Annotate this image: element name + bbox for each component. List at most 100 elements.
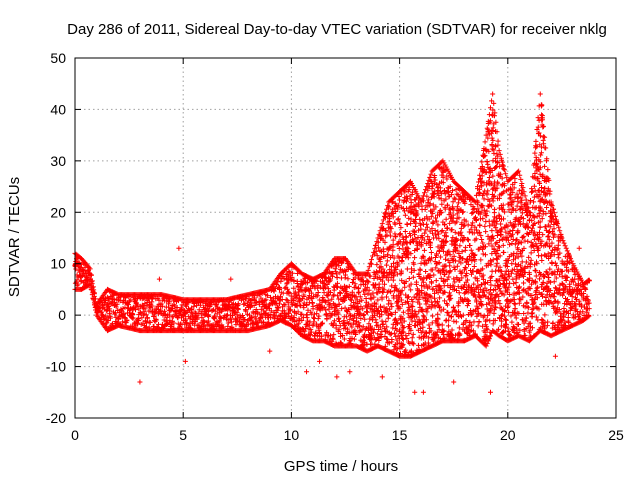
data-point <box>549 259 555 265</box>
data-point <box>382 239 388 245</box>
data-point <box>447 220 453 226</box>
data-point <box>166 312 172 318</box>
data-point <box>526 254 532 260</box>
data-point <box>492 294 498 300</box>
data-point <box>229 324 235 330</box>
data-point <box>349 336 355 341</box>
data-point <box>398 350 404 356</box>
data-point <box>495 230 501 236</box>
data-point <box>346 283 352 289</box>
data-point <box>460 209 466 215</box>
data-point <box>401 324 407 330</box>
data-point <box>495 248 501 254</box>
data-point <box>494 260 500 266</box>
data-point <box>307 332 313 338</box>
data-point <box>403 198 409 204</box>
data-point <box>166 299 172 305</box>
data-point <box>287 307 293 313</box>
data-point <box>344 314 350 320</box>
data-point <box>545 167 551 173</box>
data-point <box>425 200 431 206</box>
data-point <box>429 302 435 308</box>
data-point <box>330 336 336 342</box>
data-point <box>486 218 492 224</box>
data-point <box>305 318 311 324</box>
data-point <box>400 336 406 342</box>
data-point <box>428 249 434 255</box>
data-point <box>457 331 463 337</box>
data-point <box>372 309 378 315</box>
data-point <box>442 271 448 277</box>
data-point <box>461 236 467 242</box>
data-point <box>304 280 310 286</box>
data-point <box>366 287 372 293</box>
data-point <box>428 257 434 263</box>
data-point <box>481 196 487 202</box>
data-point <box>261 319 267 325</box>
data-point <box>412 223 418 229</box>
data-point <box>456 250 462 256</box>
data-point <box>135 316 141 322</box>
data-point <box>167 308 173 314</box>
data-point <box>334 275 340 281</box>
data-point <box>391 273 397 279</box>
data-point <box>345 267 351 273</box>
data-point <box>486 148 492 154</box>
data-point <box>496 277 502 283</box>
data-point <box>427 275 433 281</box>
data-point <box>314 311 320 317</box>
data-point <box>408 216 414 222</box>
data-point <box>160 325 166 331</box>
data-point <box>380 321 386 327</box>
data-point <box>299 282 305 288</box>
data-point <box>490 257 496 263</box>
data-point <box>475 284 481 290</box>
data-point <box>339 306 345 312</box>
data-point <box>450 283 456 289</box>
data-point <box>422 207 428 213</box>
data-point <box>487 118 493 124</box>
data-point <box>428 245 434 251</box>
data-point <box>384 336 390 342</box>
data-point <box>188 307 194 313</box>
data-point <box>362 316 368 322</box>
data-point <box>424 193 430 199</box>
data-point <box>361 312 367 318</box>
data-point <box>372 242 378 248</box>
data-point <box>440 180 446 186</box>
data-point <box>479 282 485 288</box>
data-point <box>420 253 426 259</box>
data-point <box>100 321 106 327</box>
data-point <box>331 332 337 338</box>
data-point <box>356 289 362 295</box>
data-point <box>430 202 436 208</box>
data-point <box>384 262 390 268</box>
data-point <box>420 308 426 314</box>
data-point <box>510 227 516 233</box>
data-point <box>364 309 370 315</box>
data-point <box>463 318 469 324</box>
data-point <box>411 232 417 238</box>
data-point <box>410 274 416 280</box>
data-point <box>480 323 486 329</box>
data-point <box>407 233 413 239</box>
data-point <box>399 259 405 265</box>
data-point <box>443 233 449 239</box>
data-point <box>151 313 157 319</box>
data-point <box>103 324 109 330</box>
data-point <box>105 318 111 324</box>
data-point <box>399 343 405 349</box>
data-point <box>461 193 467 199</box>
data-point <box>409 266 415 272</box>
data-point <box>398 191 404 197</box>
data-point <box>448 313 454 319</box>
data-point <box>410 331 416 337</box>
data-point <box>322 337 328 343</box>
data-point <box>440 328 446 334</box>
data-point <box>337 291 343 297</box>
data-point <box>423 291 429 297</box>
data-point <box>494 129 500 135</box>
data-point <box>423 282 429 288</box>
data-point <box>365 270 371 276</box>
data-point <box>496 244 502 250</box>
